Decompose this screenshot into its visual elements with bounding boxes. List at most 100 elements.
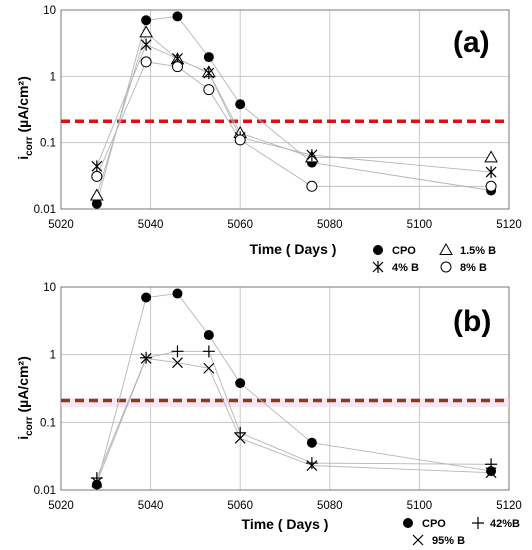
data-point [91,198,102,209]
data-point [305,457,318,470]
x-tick-label: 5060 [227,219,253,231]
grid-b [60,286,510,491]
data-point [485,458,498,471]
legend-item: 1.5% B [439,242,496,257]
data-point [140,352,152,364]
data-point [234,426,247,439]
data-point [172,357,183,369]
legend-a: CPO 1.5% B 4% B 8% B [372,242,496,274]
y-axis-title-main: i [15,156,31,160]
data-point [234,432,246,444]
y-tick-label: 10 [43,5,56,17]
legend-item: 42%B [472,517,520,530]
legend-marker-symbol [373,245,383,255]
x-tick-label: 5060 [227,500,253,512]
data-point [141,15,152,26]
legend-label: 4% B [392,262,419,274]
x-tick-label: 5040 [138,219,164,231]
data-point [306,149,318,162]
x-tick-label: 5100 [407,219,433,231]
series-line [96,31,492,196]
data-point [234,134,246,146]
data-point [171,345,184,358]
legend-marker [403,518,413,528]
data-point [486,466,497,477]
legend-marker [372,261,384,273]
legend-label: 8% B [460,262,487,274]
data-point [139,25,153,38]
x-tick-label: 5020 [48,500,74,512]
data-point [306,180,318,192]
y-tick-labels-a: 0.01 0.1 1 10 [34,5,56,216]
chart-panel-a: 5020 5040 5060 5080 5100 5120 0.01 0.1 1… [15,5,522,274]
data-point [172,11,183,22]
data-point [203,67,215,80]
legend-marker [472,517,484,529]
data-point [203,84,215,96]
legend-item: CPO [403,518,446,530]
y-axis-title-a: icorr (µA/cm²) [15,76,35,160]
x-tick-label: 5120 [496,500,522,512]
data-point [203,330,214,341]
data-point [235,378,246,389]
data-point [140,38,152,51]
threshold-glow-b [61,398,509,407]
x-axis-title-a: Time ( Days ) [250,241,337,257]
y-axis-title-subscript: corr [24,416,35,436]
legend-item: 4% B [372,261,419,274]
data-point [485,180,497,192]
data-point [485,467,497,479]
data-point [140,56,152,68]
series-line [96,61,492,187]
data-point [484,150,498,163]
x-tick-label: 5080 [317,219,343,231]
legend-label: CPO [392,245,416,257]
series-line [96,15,492,204]
y-tick-label: 1 [50,71,56,83]
legend-item: CPO [373,245,416,257]
legend-item: 8% B [440,261,487,274]
legend-item: 95% B [412,534,465,547]
plot-frame-a [60,9,510,210]
data-point [306,460,318,471]
x-axis-title-b: Time ( Days ) [242,516,329,532]
y-tick-label: 10 [43,282,56,294]
data-point [91,160,103,173]
legend-marker [439,242,453,255]
grid-a [60,9,510,210]
legend-label: CPO [422,518,446,530]
data-point [202,345,215,358]
data-point [91,476,103,488]
legend-marker [440,261,452,273]
data-point [172,288,183,299]
legend-b: CPO 42%B 95% B [403,517,520,547]
panel-label-a: (a) [453,26,490,59]
legend-marker-symbol [440,261,452,273]
y-tick-label: 1 [50,350,56,362]
series-markers-b [90,288,498,490]
data-point [306,437,317,448]
data-point [91,170,103,182]
data-point [203,362,215,374]
legend-marker-symbol [412,534,424,546]
legend-label: 1.5% B [460,245,496,257]
y-axis-title-subscript: corr [24,136,35,156]
legend-label: 95% B [432,535,465,547]
legend-marker-symbol [403,518,413,528]
data-point [203,52,214,63]
y-axis-title-main: i [15,436,31,440]
x-tick-labels-a: 5020 5040 5060 5080 5100 5120 [48,219,522,231]
x-tick-label: 5080 [317,500,343,512]
plot-frame-b [60,286,510,491]
x-tick-label: 5020 [48,219,74,231]
y-axis-title-b: icorr (µA/cm²) [15,356,35,440]
y-tick-label: 0.01 [34,485,56,497]
y-axis-title-unit: (µA/cm²) [15,356,31,416]
chart-panel-b: 5020 5040 5060 5080 5100 5120 0.01 0.1 1… [15,282,522,547]
data-point [141,292,152,303]
x-tick-label: 5120 [496,219,522,231]
data-point [91,479,102,490]
data-point [89,188,104,201]
x-tick-label: 5100 [407,500,433,512]
